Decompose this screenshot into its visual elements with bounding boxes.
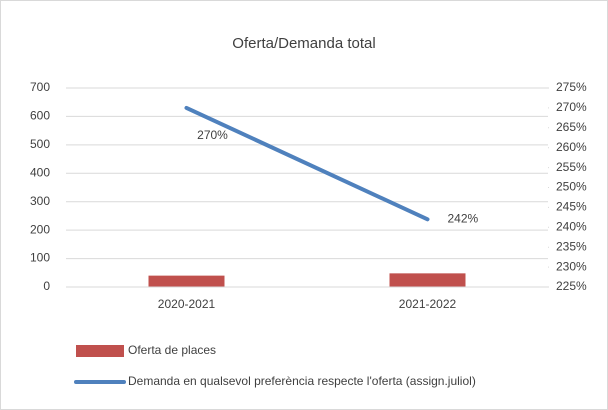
data-label: 270% [197, 128, 228, 142]
y2-tick-label: 240% [556, 219, 587, 233]
y-tick-label: 600 [30, 109, 50, 123]
line [184, 105, 430, 222]
y2-tick-label: 270% [556, 100, 587, 114]
legend-label: Oferta de places [128, 343, 216, 357]
y2-tick-label: 235% [556, 239, 587, 253]
legend-swatch [76, 345, 124, 357]
y-tick-label: 200 [30, 222, 50, 236]
y2-tick-label: 260% [556, 140, 587, 154]
y2-tick-label: 275% [556, 80, 587, 94]
x-tick-label: 2021-2022 [399, 297, 457, 311]
bar [148, 275, 225, 287]
chart-title: Oferta/Demanda total [232, 35, 375, 52]
y-tick-label: 300 [30, 194, 50, 208]
y-tick-label: 500 [30, 137, 50, 151]
y2-tick-label: 250% [556, 180, 587, 194]
y2-tick-label: 255% [556, 160, 587, 174]
bar [389, 273, 466, 287]
y2-tick-label: 265% [556, 120, 587, 134]
x-tick-label: 2020-2021 [158, 297, 216, 311]
y-tick-label: 400 [30, 165, 50, 179]
y2-tick-label: 245% [556, 200, 587, 214]
y2-tick-label: 225% [556, 279, 587, 293]
legend-label: Demanda en qualsevol preferència respect… [128, 374, 476, 388]
y-tick-label: 0 [43, 279, 50, 293]
y-tick-label: 700 [30, 80, 50, 94]
y-tick-label: 100 [30, 251, 50, 265]
data-label: 242% [448, 212, 479, 226]
y2-tick-label: 230% [556, 259, 587, 273]
